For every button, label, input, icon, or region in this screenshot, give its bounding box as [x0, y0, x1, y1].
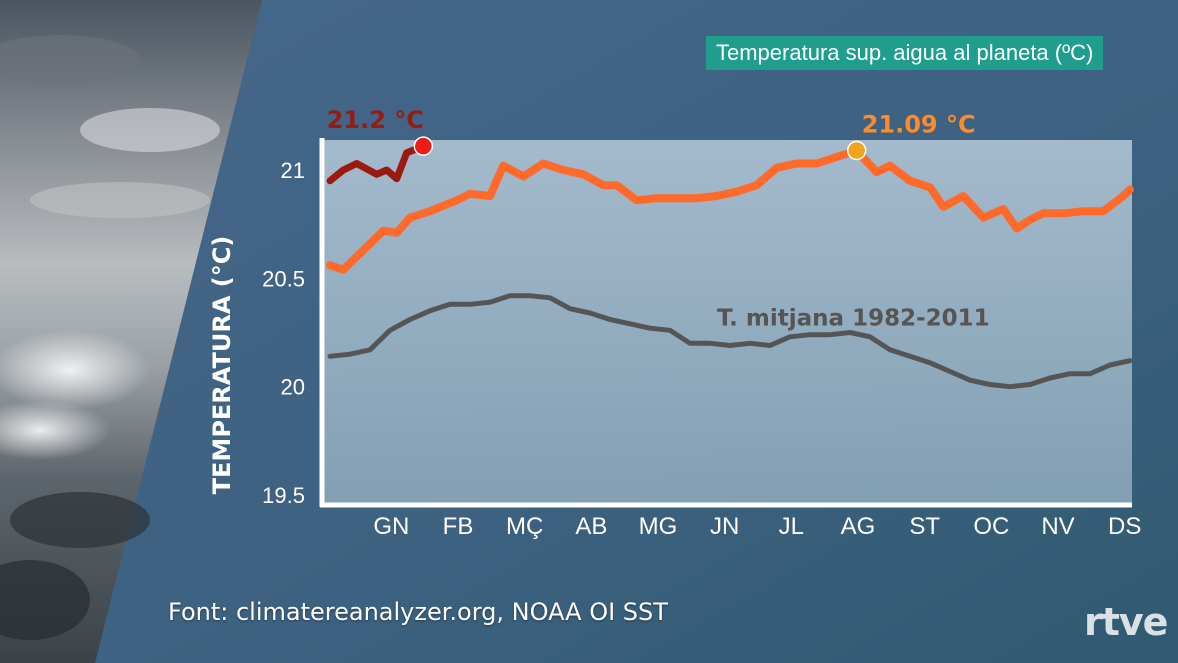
- max-2024-label: 21.2 °C: [327, 106, 424, 134]
- y-tick-label: 20: [281, 375, 305, 400]
- y-axis-label: TEMPERATURA (°C): [208, 236, 236, 495]
- max-2023-marker: [846, 140, 867, 161]
- max-2023-label: 21.09 °C: [862, 111, 976, 139]
- source-credit: Font: climatereanalyzer.org, NOAA OI SST: [168, 598, 668, 626]
- x-tick-label: DS: [1108, 513, 1141, 540]
- x-tick-labels: GN FB MÇ AB MG JN JL AG ST OC NV DS: [373, 513, 1141, 540]
- x-tick-label: GN: [373, 513, 409, 540]
- x-tick-label: MG: [639, 513, 678, 540]
- series-line: [326, 146, 1134, 274]
- x-tick-label: NV: [1041, 513, 1074, 540]
- max-2024-marker: [413, 136, 434, 156]
- y-tick-labels: 21 20.5 20 19.5: [262, 158, 305, 508]
- y-tick-label: 19.5: [262, 483, 305, 508]
- series-line: [327, 293, 1133, 390]
- chart-title: Temperatura sup. aigua al planeta (ºC): [706, 36, 1104, 70]
- y-tick-label: 20.5: [262, 266, 305, 291]
- sea-photo: [0, 0, 262, 663]
- baseline-series-label: T. mitjana 1982-2011: [717, 305, 990, 331]
- series-line: [326, 142, 427, 185]
- axes: [319, 138, 1132, 508]
- annotations: 21.2 °C 21.09 °C T. mitjana 1982-2011: [327, 106, 990, 331]
- x-tick-label: ST: [909, 513, 940, 540]
- y-tick-label: 21: [281, 158, 305, 183]
- x-tick-label: OC: [973, 513, 1009, 540]
- x-tick-label: JN: [710, 513, 739, 540]
- x-tick-label: FB: [443, 513, 474, 540]
- x-tick-label: AB: [575, 513, 607, 540]
- x-tick-label: AG: [841, 513, 876, 540]
- rtve-logo: rtve: [1084, 600, 1168, 644]
- series-lines: [326, 142, 1134, 390]
- x-tick-label: JL: [779, 513, 804, 540]
- x-tick-label: MÇ: [506, 513, 543, 540]
